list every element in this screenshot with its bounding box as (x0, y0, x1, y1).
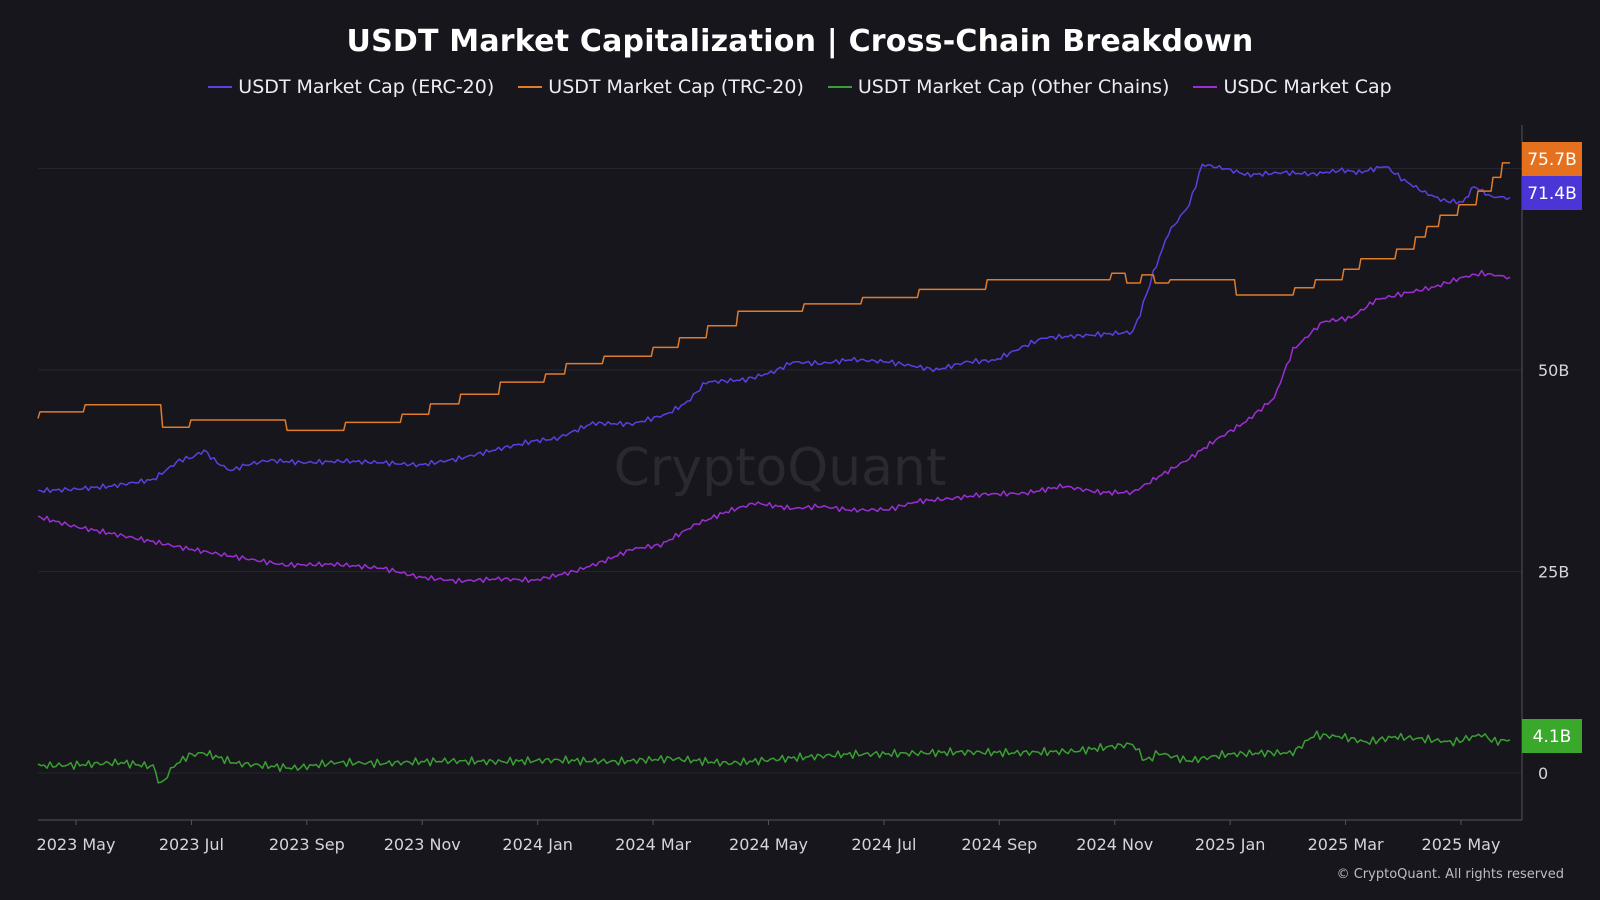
legend-label-erc20: USDT Market Cap (ERC-20) (238, 76, 495, 98)
x-tick-label-2: 2023 Sep (269, 835, 345, 854)
chart-title: USDT Market Capitalization | Cross-Chain… (346, 24, 1254, 59)
y-tick-label-2: 50B (1538, 361, 1569, 380)
series-lines (37, 162, 1511, 784)
last-value-badge-0 (1522, 176, 1582, 210)
legend: USDT Market Cap (ERC-20) USDT Market Cap… (0, 76, 1600, 98)
x-tick-label-4: 2024 Jan (502, 835, 572, 854)
legend-item-erc20[interactable]: USDT Market Cap (ERC-20) (208, 76, 494, 98)
axes: 0 25B 50B 2023 May 2023 Jul 2023 Sep 2023 Nov 2… (37, 125, 1569, 854)
series-line-3[interactable] (37, 269, 1511, 585)
series-line-1[interactable] (37, 162, 1510, 432)
legend-swatch-other-chains (827, 86, 852, 88)
x-tick-label-1: 2023 Jul (159, 835, 224, 854)
x-tick-label-7: 2024 Jul (851, 835, 916, 854)
legend-item-trc20[interactable]: USDT Market Cap (TRC-20) (518, 76, 804, 98)
last-value-badge-1 (1522, 142, 1582, 176)
legend-item-usdc[interactable]: USDC Market Cap (1193, 76, 1392, 98)
legend-label-other-chains: USDT Market Cap (Other Chains) (857, 76, 1170, 98)
x-tick-label-12: 2025 May (1422, 835, 1501, 854)
legend-label-usdc: USDC Market Cap (1223, 76, 1392, 98)
last-value-badges: 71.4B 75.7B 4.1B (1522, 142, 1582, 753)
last-value-label-0: 71.4B (1527, 184, 1577, 204)
y-tick-label-0: 0 (1538, 764, 1548, 783)
legend-swatch-trc20 (518, 86, 543, 88)
x-tick-label-11: 2025 Mar (1308, 835, 1384, 854)
legend-item-other-chains[interactable]: USDT Market Cap (Other Chains) (827, 76, 1170, 98)
last-value-badge-2 (1522, 719, 1582, 753)
grid-lines (38, 168, 1522, 774)
x-tick-label-5: 2024 Mar (615, 835, 691, 854)
watermark: CryptoQuant (614, 438, 947, 498)
copyright-text: © CryptoQuant. All rights reserved (1336, 867, 1564, 882)
x-tick-label-0: 2023 May (37, 835, 116, 854)
x-tick-label-8: 2024 Sep (961, 835, 1037, 854)
y-tick-label-1: 25B (1538, 563, 1569, 582)
legend-swatch-usdc (1193, 86, 1218, 88)
series-line-2[interactable] (37, 730, 1511, 784)
x-tick-label-9: 2024 Nov (1076, 835, 1153, 854)
series-line-0[interactable] (37, 163, 1511, 494)
x-tick-label-6: 2024 May (729, 835, 808, 854)
last-value-label-1: 75.7B (1527, 150, 1577, 170)
x-tick-label-3: 2023 Nov (384, 835, 461, 854)
legend-swatch-erc20 (208, 86, 233, 88)
x-tick-label-10: 2025 Jan (1195, 835, 1265, 854)
last-value-label-2: 4.1B (1533, 727, 1572, 747)
legend-label-trc20: USDT Market Cap (TRC-20) (548, 76, 804, 98)
